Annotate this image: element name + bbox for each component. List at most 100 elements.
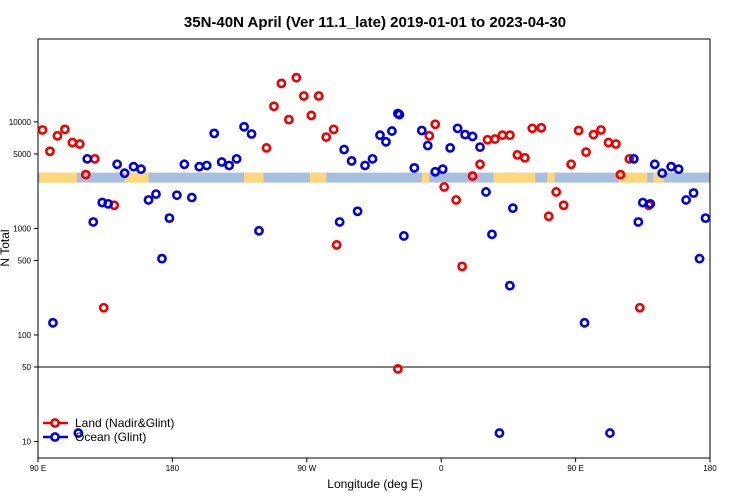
x-axis-label: Longitude (deg E) [327, 477, 422, 491]
ocean-point [201, 160, 212, 171]
ocean-point [673, 164, 684, 175]
land-point [527, 123, 538, 134]
land-point [497, 130, 508, 141]
land-point [392, 364, 403, 374]
land-point [467, 171, 478, 181]
ocean-point [645, 198, 656, 209]
ocean-point [151, 189, 161, 200]
land-point [424, 130, 435, 141]
y-tick-label: 10 [22, 437, 31, 446]
land-point [328, 124, 339, 135]
land-point [89, 153, 100, 164]
x-tick-label: 90 E [567, 464, 583, 473]
ocean-point [164, 213, 175, 224]
land-point [490, 134, 500, 144]
ocean-point [73, 428, 84, 438]
land-point [596, 125, 606, 135]
plot-frame [37, 38, 711, 459]
ocean-point [467, 131, 478, 142]
land-point [504, 130, 515, 141]
x-axis: 90 E 180 90 W 0 90 E 180 [30, 458, 717, 473]
x-tick-label: 0 [439, 464, 444, 473]
ocean-point [494, 428, 505, 438]
ocean-point [637, 197, 648, 208]
land-point [67, 137, 78, 148]
land-point [98, 302, 109, 313]
ocean-point [339, 144, 350, 155]
x-tick-label: 90 E [30, 464, 46, 473]
legend-marker [50, 432, 60, 442]
ocean-point [430, 166, 441, 177]
land-band-segment [244, 172, 264, 183]
land-band-segment [39, 172, 77, 183]
land-point [59, 124, 70, 135]
ocean-point [481, 187, 491, 197]
land-point [475, 159, 485, 170]
ocean-point [231, 153, 242, 164]
land-point [430, 119, 441, 130]
y-tick-label: 10000 [9, 118, 32, 127]
ocean-point [409, 162, 420, 173]
land-band-segment [493, 172, 536, 183]
ocean-point [666, 161, 677, 172]
land-point [482, 134, 493, 145]
land-point [624, 153, 635, 164]
data-points [37, 72, 711, 438]
ocean-point [375, 130, 385, 141]
land-point [566, 159, 577, 170]
ocean-point [216, 157, 227, 167]
ocean-point [171, 190, 182, 201]
land-point [321, 132, 332, 142]
ocean-point [460, 129, 470, 140]
land-band-segment [547, 172, 555, 183]
ocean-point [143, 195, 154, 205]
land-band-segment [653, 172, 664, 183]
land-point [457, 261, 468, 272]
ocean-point [352, 206, 363, 217]
land-point [543, 211, 554, 222]
land-point [581, 147, 591, 158]
legend-label: Land (Nadir&Glint) [75, 416, 174, 430]
land-point [283, 114, 294, 125]
ocean-point [48, 317, 58, 328]
land-point [313, 91, 324, 101]
ocean-point [688, 188, 699, 198]
land-point [603, 137, 614, 148]
ocean-point [186, 192, 197, 203]
land-point [298, 91, 309, 101]
ocean-point [579, 317, 590, 328]
ocean-point [507, 203, 518, 214]
ocean-point [119, 168, 130, 179]
land-point [451, 195, 462, 205]
ocean-point [82, 153, 93, 164]
ocean-point [633, 217, 644, 227]
y-tick-label: 5000 [13, 150, 31, 159]
y-axis-label: N Total [0, 229, 12, 266]
land-point [615, 169, 626, 180]
land-point [291, 72, 302, 83]
land-point [52, 130, 63, 141]
land-point [74, 139, 85, 149]
ocean-point [381, 136, 391, 147]
land-point [269, 101, 279, 112]
x-tick-label: 180 [166, 464, 180, 473]
ocean-point [136, 164, 146, 175]
land-point [439, 182, 450, 192]
x-tick-label: 180 [703, 464, 717, 473]
y-tick-label: 1000 [13, 224, 31, 233]
ocean-point [346, 156, 357, 166]
land-band-segment [421, 172, 430, 183]
ocean-point [246, 129, 257, 139]
ocean-point [387, 126, 397, 136]
ocean-point [367, 153, 378, 164]
land-point [331, 240, 342, 250]
land-point [512, 150, 523, 160]
legend: Land (Nadir&Glint)Ocean (Glint) [43, 416, 174, 444]
ocean-point [103, 198, 114, 209]
land-point [519, 152, 530, 163]
ocean-point [649, 159, 660, 170]
land-band-segment [618, 172, 648, 183]
ocean-point [681, 195, 692, 205]
ocean-point [392, 108, 403, 119]
